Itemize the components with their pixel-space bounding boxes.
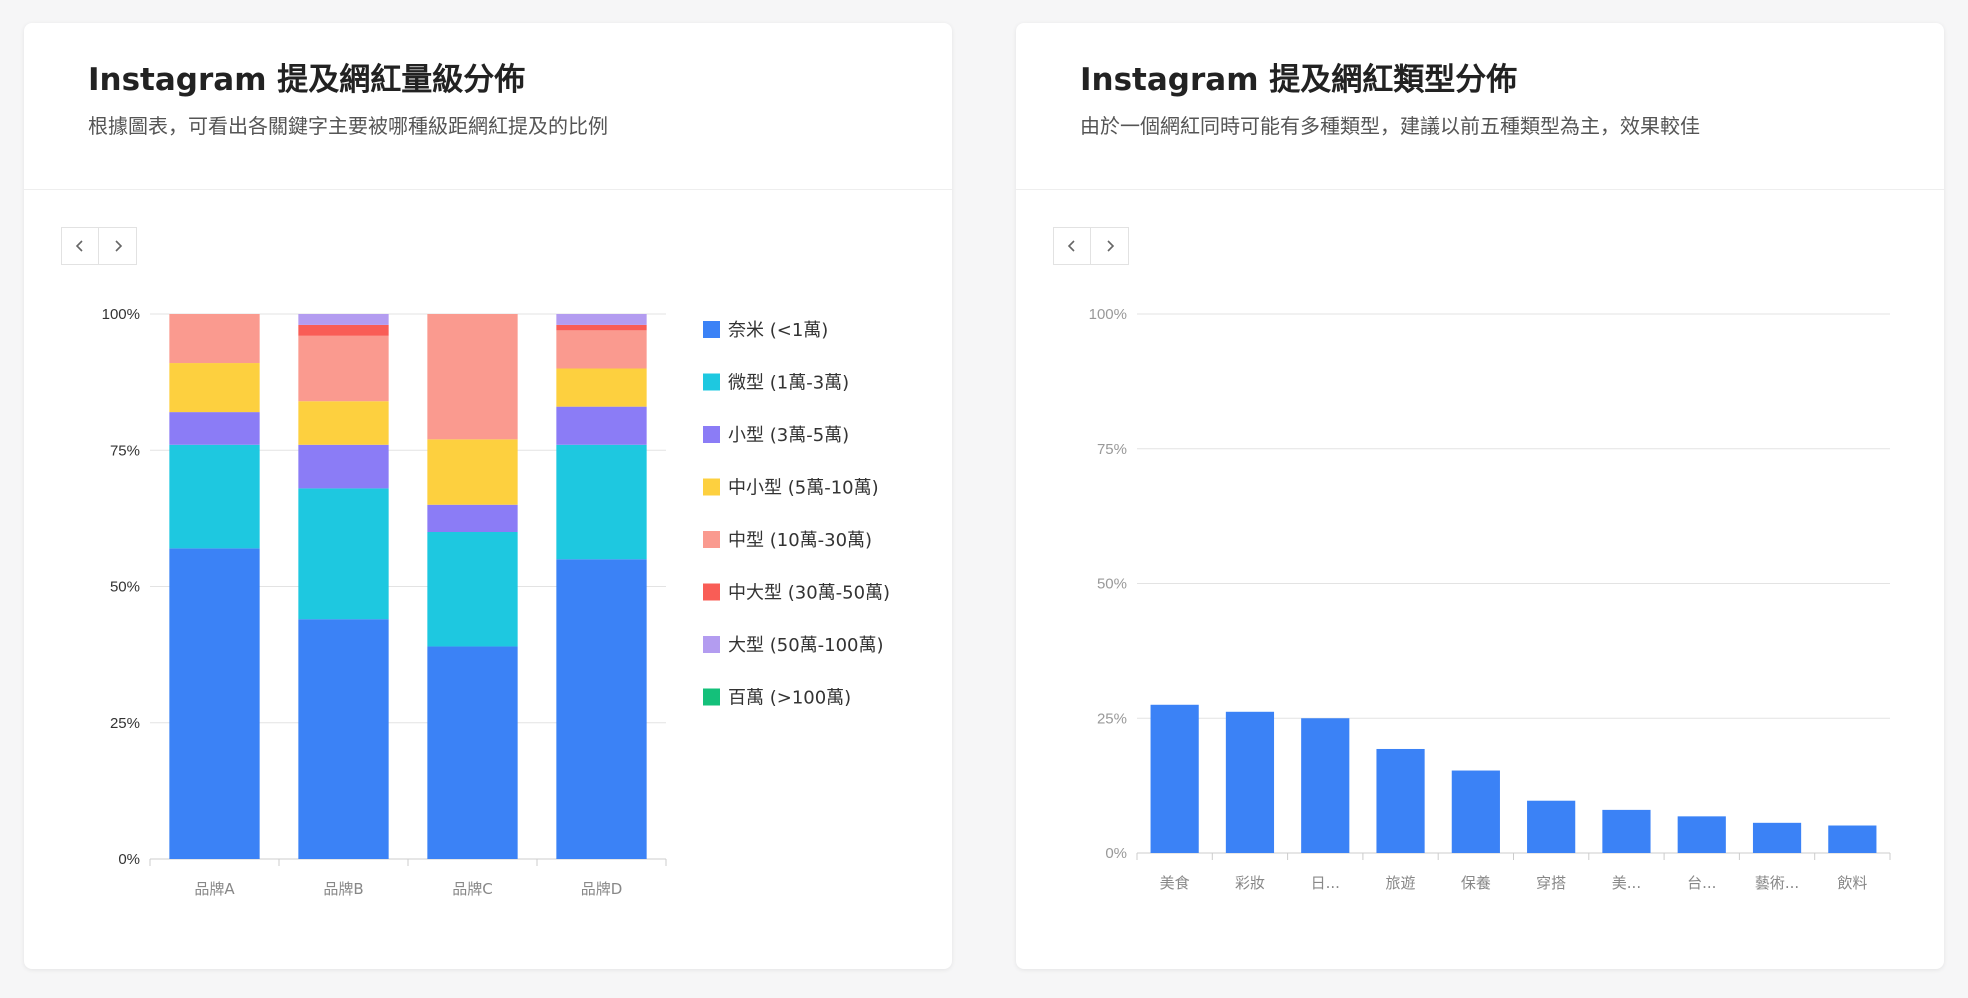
influencer-type-card: Instagram 提及網紅類型分佈 由於一個網紅同時可能有多種類型，建議以前五…	[1016, 23, 1944, 969]
x-tick-label: 品牌D	[581, 880, 623, 898]
bar-segment[interactable]	[427, 532, 518, 647]
chart-pager	[61, 227, 137, 265]
bar-segment[interactable]	[427, 504, 518, 532]
card-title: Instagram 提及網紅量級分佈	[88, 62, 526, 98]
legend-swatch	[703, 688, 720, 706]
legend-item[interactable]: 奈米 (<1萬)	[728, 320, 828, 341]
x-tick-label: 飲料	[1837, 874, 1867, 892]
y-tick-label: 75%	[110, 442, 140, 459]
bar-segment[interactable]	[298, 314, 389, 325]
bar-segment[interactable]	[298, 335, 389, 402]
bar[interactable]	[1828, 825, 1877, 853]
bar[interactable]	[1376, 748, 1425, 853]
y-tick-label: 25%	[1097, 710, 1127, 727]
chevron-left-icon	[1067, 240, 1075, 252]
legend-swatch	[703, 531, 720, 548]
bar-segment[interactable]	[427, 439, 518, 505]
x-tick-label: 品牌C	[452, 880, 492, 898]
bar-segment[interactable]	[556, 406, 647, 445]
card-header: Instagram 提及網紅類型分佈 由於一個網紅同時可能有多種類型，建議以前五…	[1016, 23, 1944, 190]
bar-chart: 0% 25% 50% 75% 100% 美食 彩妝 日... 旅遊 保養 穿搭 美... 台... 藝術.…	[1089, 306, 1891, 892]
x-tick-label: 品牌A	[194, 880, 235, 898]
bar-segment[interactable]	[556, 368, 647, 407]
bar-segment[interactable]	[169, 314, 260, 364]
chart-pager	[1053, 227, 1129, 265]
y-tick-label: 0%	[118, 851, 140, 868]
card-title: Instagram 提及網紅類型分佈	[1080, 62, 1518, 98]
x-tick-label: 日...	[1311, 874, 1340, 892]
bar-segment[interactable]	[556, 559, 647, 859]
x-tick-label: 台...	[1687, 874, 1716, 892]
legend-item[interactable]: 百萬 (>100萬)	[728, 688, 851, 709]
prev-page-button[interactable]	[1053, 227, 1091, 265]
next-page-button[interactable]	[1091, 227, 1129, 265]
legend-item[interactable]: 中大型 (30萬-50萬)	[728, 583, 890, 604]
bar-segment[interactable]	[427, 314, 518, 440]
bar-segment[interactable]	[169, 363, 260, 413]
bar-segment[interactable]	[298, 488, 389, 620]
stacked-bar-chart: 0% 25% 50% 75% 100% 品牌A 品牌B 品牌C 品牌D 奈米 (<1萬) 微型 (1…	[102, 306, 890, 898]
x-tick-label: 保養	[1461, 874, 1491, 892]
x-tick-label: 藝術...	[1755, 874, 1799, 892]
y-tick-label: 25%	[110, 715, 140, 732]
bar-segment[interactable]	[556, 314, 647, 325]
bar[interactable]	[1752, 822, 1802, 853]
bar-segment[interactable]	[556, 324, 647, 331]
bar-segment[interactable]	[298, 324, 389, 336]
card-subtitle: 根據圖表，可看出各關鍵字主要被哪種級距網紅提及的比例	[88, 114, 608, 138]
y-tick-label: 75%	[1097, 441, 1127, 458]
prev-page-button[interactable]	[61, 227, 99, 265]
legend-swatch	[703, 426, 720, 443]
y-tick-label: 100%	[102, 306, 140, 323]
bar-segment[interactable]	[556, 444, 647, 560]
y-tick-label: 50%	[110, 579, 140, 596]
y-tick-label: 100%	[1089, 306, 1127, 323]
influencer-tier-card: Instagram 提及網紅量級分佈 根據圖表，可看出各關鍵字主要被哪種級距網紅…	[24, 23, 952, 969]
bar[interactable]	[1150, 704, 1199, 853]
card-subtitle: 由於一個網紅同時可能有多種類型，建議以前五種類型為主，效果較佳	[1080, 114, 1700, 138]
bar-segment[interactable]	[298, 619, 389, 859]
legend-item[interactable]: 微型 (1萬-3萬)	[728, 373, 849, 394]
bar-segment[interactable]	[298, 401, 389, 445]
bar-segment[interactable]	[169, 548, 260, 859]
chevron-left-icon	[75, 240, 83, 252]
legend-item[interactable]: 大型 (50萬-100萬)	[728, 635, 884, 656]
legend-swatch	[703, 373, 720, 391]
bar[interactable]	[1451, 770, 1500, 853]
bar[interactable]	[1527, 800, 1576, 853]
y-tick-label: 0%	[1105, 845, 1127, 862]
legend-item[interactable]: 中型 (10萬-30萬)	[728, 530, 872, 551]
bar-segment[interactable]	[169, 412, 260, 445]
chevron-right-icon	[1106, 240, 1114, 252]
bar[interactable]	[1677, 816, 1726, 853]
legend-swatch	[703, 321, 720, 338]
y-tick-label: 50%	[1097, 576, 1127, 593]
card-header: Instagram 提及網紅量級分佈 根據圖表，可看出各關鍵字主要被哪種級距網紅…	[24, 23, 952, 190]
legend-swatch	[703, 636, 720, 653]
x-tick-label: 彩妝	[1235, 874, 1265, 892]
bar[interactable]	[1602, 809, 1651, 853]
next-page-button[interactable]	[99, 227, 137, 265]
legend-swatch	[703, 478, 720, 496]
bar-segment[interactable]	[427, 646, 518, 859]
x-tick-label: 穿搭	[1536, 874, 1566, 892]
x-tick-label: 旅遊	[1386, 874, 1416, 892]
x-tick-label: 美食	[1160, 874, 1190, 892]
x-tick-label: 美...	[1612, 874, 1641, 892]
bar-segment[interactable]	[298, 444, 389, 489]
bar-segment[interactable]	[556, 330, 647, 369]
legend-item[interactable]: 中小型 (5萬-10萬)	[728, 478, 879, 499]
bar[interactable]	[1225, 711, 1275, 853]
bar[interactable]	[1301, 718, 1350, 853]
x-tick-label: 品牌B	[323, 880, 363, 898]
legend-swatch	[703, 583, 720, 601]
chevron-right-icon	[114, 240, 122, 252]
bar-segment[interactable]	[169, 444, 260, 549]
legend-item[interactable]: 小型 (3萬-5萬)	[728, 425, 849, 446]
